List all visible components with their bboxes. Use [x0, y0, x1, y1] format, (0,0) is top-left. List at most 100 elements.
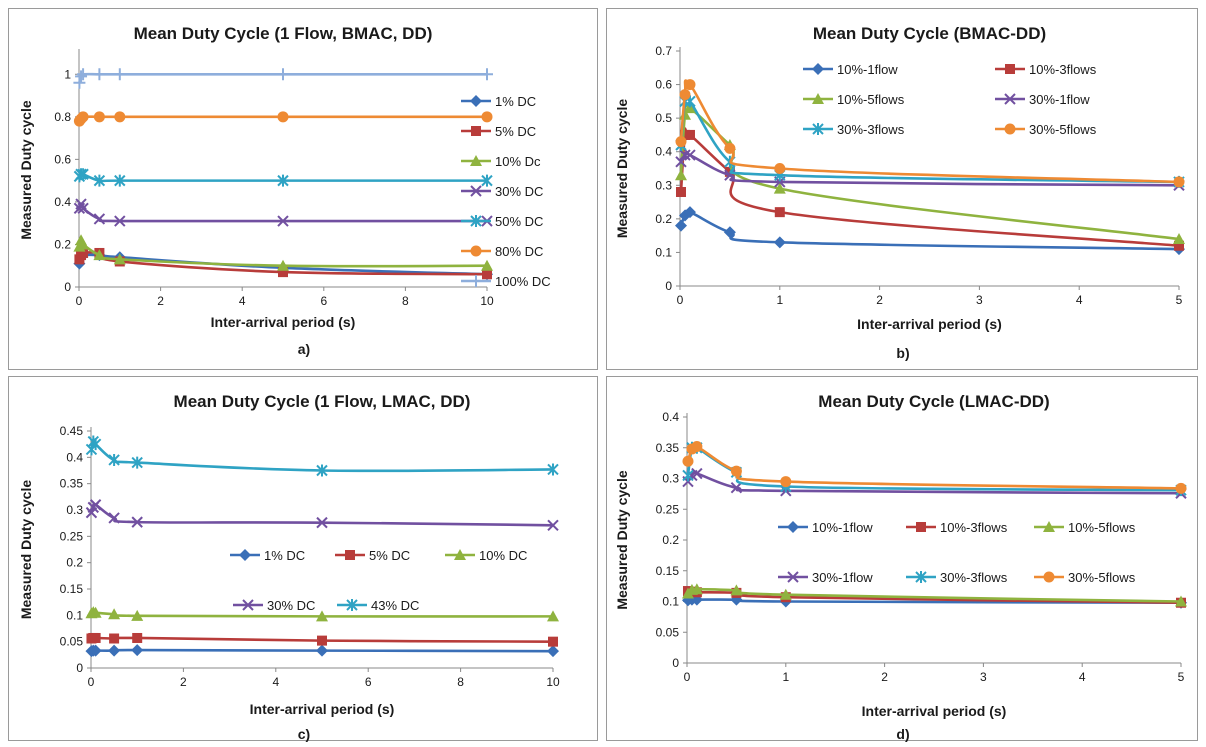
- legend-label: 30%-5flows: [1068, 570, 1136, 585]
- series-6: [73, 111, 493, 127]
- x-tick-label: 2: [881, 670, 888, 684]
- legend-label: 50% DC: [495, 214, 543, 229]
- legend-label: 1% DC: [495, 94, 536, 109]
- data-point: [679, 149, 691, 161]
- legend-item: 1% DC: [461, 94, 536, 109]
- legend-item: 10%-3flows: [906, 520, 1008, 535]
- data-point: [114, 215, 126, 227]
- series-4: [675, 149, 1185, 191]
- panel-caption: b): [896, 345, 909, 361]
- legend-swatch-marker: [470, 155, 482, 166]
- legend-item: 10%-1flow: [778, 520, 873, 535]
- legend-swatch-marker: [239, 549, 251, 561]
- x-tick-label: 5: [1178, 670, 1185, 684]
- y-tick-label: 0.4: [54, 195, 71, 209]
- y-tick-label: 0.1: [655, 245, 672, 259]
- data-point: [113, 253, 126, 265]
- y-tick-label: 0.3: [66, 503, 83, 517]
- series-3: [681, 583, 1187, 607]
- y-axis-title: Measured Duty cycle: [18, 480, 34, 619]
- y-tick-label: 0.45: [60, 424, 84, 438]
- x-tick-label: 4: [1076, 293, 1083, 307]
- data-point: [674, 219, 687, 232]
- legend-item: 30%-5flows: [995, 122, 1097, 137]
- legend-item: 10%-1flow: [803, 62, 898, 77]
- x-tick-label: 4: [272, 675, 279, 689]
- y-tick-label: 0.25: [656, 502, 680, 516]
- x-tick-label: 2: [876, 293, 883, 307]
- legend-item: 30%-5flows: [1034, 570, 1136, 585]
- data-point: [730, 465, 742, 477]
- legend-swatch-marker: [1005, 64, 1015, 74]
- legend-swatch-marker: [1004, 93, 1016, 105]
- data-point: [675, 156, 687, 168]
- series-1: [85, 644, 559, 658]
- data-point: [1173, 176, 1185, 188]
- series-4: [682, 467, 1187, 499]
- legend-item: 10%-3flows: [995, 62, 1097, 77]
- data-point: [481, 68, 493, 81]
- y-tick-label: 0.7: [655, 44, 672, 58]
- x-tick-label: 6: [365, 675, 372, 689]
- series-6: [682, 441, 1187, 494]
- legend-label: 30% DC: [267, 598, 315, 613]
- y-tick-label: 1: [64, 67, 71, 81]
- series-line: [679, 127, 1180, 248]
- legend-label: 100% DC: [495, 274, 551, 289]
- y-tick-label: 0: [76, 661, 83, 675]
- chart-title: Mean Duty Cycle (1 Flow, LMAC, DD): [174, 392, 471, 411]
- legend: 10%-1flow 10%-3flows 10%-5flows 30%-1flow 30…: [778, 520, 1136, 585]
- y-tick-label: 0.3: [655, 178, 672, 192]
- data-point: [316, 464, 328, 477]
- data-point: [1175, 595, 1187, 607]
- series-4: [85, 499, 559, 531]
- x-axis-title: Inter-arrival period (s): [250, 701, 395, 717]
- x-axis-title: Inter-arrival period (s): [862, 703, 1007, 719]
- legend-swatch-marker: [470, 95, 482, 107]
- y-tick-label: 0.1: [662, 595, 679, 609]
- data-point: [691, 441, 703, 453]
- data-point: [724, 142, 736, 154]
- y-tick-label: 0: [665, 279, 672, 293]
- chart-panel-c: Mean Duty Cycle (1 Flow, LMAC, DD) 0 0.05 0…: [8, 376, 598, 742]
- panel-caption: a): [298, 341, 310, 357]
- chart-svg: Mean Duty Cycle (1 Flow, LMAC, DD) 0 0.05 0…: [18, 392, 560, 742]
- series-line: [679, 93, 1180, 184]
- legend-label: 10%-3flows: [1029, 62, 1097, 77]
- chart-svg: Mean Duty Cycle (BMAC-DD) 0 0.1 0.2 0.3 0.4 0.…: [614, 24, 1185, 361]
- x-tick-label: 4: [239, 294, 246, 308]
- data-point: [77, 68, 90, 81]
- legend-item: 30%-1flow: [995, 92, 1090, 107]
- data-point: [683, 206, 696, 219]
- legend-swatch-marker: [812, 63, 824, 75]
- data-point: [73, 76, 86, 89]
- legend-swatch-marker: [1043, 571, 1055, 583]
- y-tick-label: 0.4: [655, 145, 672, 159]
- legend-label: 30%-1flow: [1029, 92, 1090, 107]
- x-tick-label: 1: [782, 670, 789, 684]
- legend-label: 30%-3flows: [940, 570, 1008, 585]
- x-tick-label: 0: [677, 293, 684, 307]
- x-tick-label: 2: [157, 294, 164, 308]
- legend-item: 5% DC: [335, 548, 410, 563]
- chart-panel-a: Mean Duty Cycle (1 Flow, BMAC, DD) 0 0.2 0.…: [8, 8, 598, 370]
- legend-swatch-marker: [346, 599, 358, 611]
- data-point: [547, 645, 559, 658]
- data-point: [675, 187, 686, 197]
- y-tick-label: 0.2: [655, 212, 672, 226]
- y-tick-label: 0.35: [656, 441, 680, 455]
- series-2: [675, 127, 1184, 251]
- legend-swatch-marker: [1043, 521, 1055, 532]
- y-tick-label: 0.25: [60, 529, 84, 543]
- data-point: [114, 111, 126, 123]
- chart-title: Mean Duty Cycle (LMAC-DD): [818, 392, 1049, 411]
- legend-item: 30% DC: [233, 598, 315, 613]
- x-tick-label: 3: [976, 293, 983, 307]
- legend-item: 5% DC: [461, 124, 536, 139]
- panel-caption: c): [298, 726, 310, 742]
- legend-swatch-marker: [470, 185, 482, 197]
- data-point: [75, 168, 87, 181]
- y-tick-label: 0.4: [66, 450, 83, 464]
- data-point: [277, 68, 289, 81]
- y-tick-label: 0.4: [662, 410, 679, 424]
